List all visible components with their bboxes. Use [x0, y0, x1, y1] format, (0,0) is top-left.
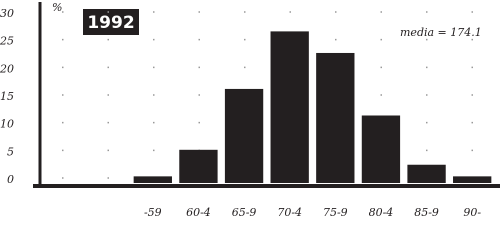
x-tick-label: 90-: [463, 206, 481, 219]
x-tick-label: 70-4: [277, 206, 302, 219]
chart-title: 1992: [87, 13, 134, 33]
x-tick-label: 75-9: [323, 206, 348, 219]
y-tick-label: 20: [0, 62, 14, 75]
bar: [133, 176, 172, 183]
bar: [179, 149, 218, 183]
x-tick-label: -59: [144, 206, 162, 219]
bar: [453, 176, 492, 183]
y-tick-label: 5: [7, 145, 14, 158]
y-tick-label: 10: [0, 118, 14, 131]
x-tick-label: 85-9: [414, 206, 439, 219]
bar: [270, 31, 309, 183]
y-axis-label: %: [52, 1, 62, 14]
y-tick-label: 25: [0, 35, 14, 48]
bar: [224, 88, 264, 183]
y-tick-label: 30: [0, 7, 14, 20]
page: 1992 % media = 174.1 0 5 10 15 20 25 30 -59 60-4…: [0, 1, 500, 219]
bar: [361, 115, 401, 183]
x-tick-label: 80-4: [369, 206, 394, 219]
x-tick-label: 60-4: [186, 206, 211, 219]
bar: [407, 164, 446, 183]
y-tick-label: 15: [0, 90, 14, 103]
bar: [316, 52, 355, 183]
annotation: media = 174.1: [400, 26, 482, 39]
y-tick-label: 0: [7, 173, 14, 186]
chart: 1992 % media = 174.1 0 5 10 15 20 25 30 -59 60-4…: [0, 1, 500, 219]
x-tick-label: 65-9: [232, 206, 257, 219]
title-box: [83, 9, 139, 35]
